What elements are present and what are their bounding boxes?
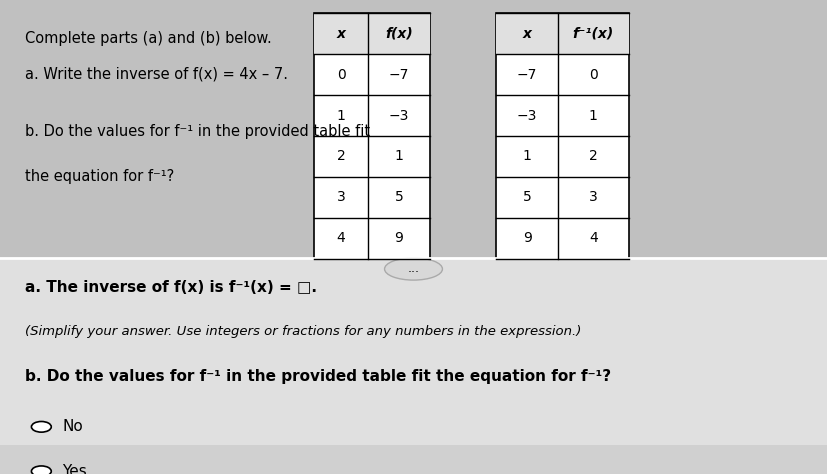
Text: 9: 9 — [394, 231, 404, 246]
Text: No: No — [62, 419, 83, 434]
Text: 9: 9 — [523, 231, 532, 246]
Bar — [314, 13, 430, 259]
Bar — [496, 13, 629, 54]
Text: a. The inverse of f(x) is f⁻¹(x) = □.: a. The inverse of f(x) is f⁻¹(x) = □. — [25, 280, 317, 295]
Text: b. Do the values for f⁻¹ in the provided table fit the equation for f⁻¹?: b. Do the values for f⁻¹ in the provided… — [25, 369, 611, 384]
Text: 3: 3 — [337, 191, 346, 204]
Text: 1: 1 — [523, 149, 532, 164]
Text: −7: −7 — [517, 68, 538, 82]
Text: 2: 2 — [337, 149, 346, 164]
Text: b. Do the values for f⁻¹ in the provided table fit: b. Do the values for f⁻¹ in the provided… — [25, 125, 370, 139]
Text: −3: −3 — [517, 109, 538, 123]
FancyBboxPatch shape — [0, 258, 827, 445]
Circle shape — [31, 421, 51, 432]
Text: −3: −3 — [389, 109, 409, 123]
Text: 1: 1 — [337, 109, 346, 123]
Text: Complete parts (a) and (b) below.: Complete parts (a) and (b) below. — [25, 31, 271, 46]
Text: Yes: Yes — [62, 464, 87, 474]
Text: 0: 0 — [589, 68, 598, 82]
Text: −7: −7 — [389, 68, 409, 82]
Text: f(x): f(x) — [385, 27, 413, 41]
Ellipse shape — [385, 258, 442, 280]
Bar — [314, 13, 430, 54]
Text: 0: 0 — [337, 68, 346, 82]
Text: 1: 1 — [394, 149, 404, 164]
Text: 5: 5 — [523, 191, 532, 204]
Text: 4: 4 — [589, 231, 598, 246]
Circle shape — [31, 466, 51, 474]
Text: 2: 2 — [589, 149, 598, 164]
Text: 4: 4 — [337, 231, 346, 246]
Text: 5: 5 — [394, 191, 404, 204]
FancyBboxPatch shape — [0, 0, 827, 258]
Text: ...: ... — [408, 263, 419, 275]
Text: the equation for f⁻¹?: the equation for f⁻¹? — [25, 169, 174, 184]
Text: x: x — [523, 27, 532, 41]
Text: x: x — [337, 27, 346, 41]
Text: f⁻¹(x): f⁻¹(x) — [573, 27, 614, 41]
Bar — [496, 13, 629, 259]
Text: 1: 1 — [589, 109, 598, 123]
Text: 3: 3 — [589, 191, 598, 204]
Text: a. Write the inverse of f(x) = 4x – 7.: a. Write the inverse of f(x) = 4x – 7. — [25, 67, 288, 82]
Text: (Simplify your answer. Use integers or fractions for any numbers in the expressi: (Simplify your answer. Use integers or f… — [25, 325, 581, 337]
